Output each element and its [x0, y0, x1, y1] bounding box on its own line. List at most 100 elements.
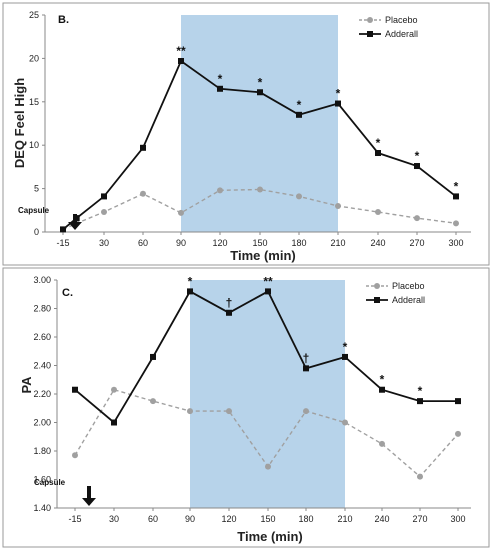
panel-b-capsule-marker: Capsule: [18, 206, 82, 230]
panel-b-x-tick-label: 60: [138, 238, 148, 248]
panel-b-x-tick-label: -15: [56, 238, 69, 248]
panel-c-y-tick-label: 3.00: [33, 275, 51, 285]
panel-c-adderall-point: [455, 398, 461, 405]
panel-b-adderall-point: [335, 100, 341, 107]
chart-panel-c: 1.40 1.60 1.80 2.00 2.20 2.40 2.60 2.80 3.00 -15 3…: [2, 267, 490, 548]
capsule-arrow-shaft: [73, 214, 77, 223]
panel-c-placebo-point: [342, 419, 348, 426]
panel-c-label: C.: [62, 287, 73, 299]
panel-b-x-tick-label: 210: [330, 238, 345, 248]
panel-c-x-axis-title: Time (min): [237, 529, 303, 544]
panel-c-adderall-point: [265, 288, 271, 295]
panel-b-adderall-point: [140, 144, 146, 151]
panel-b-x-axis-title: Time (min): [230, 248, 296, 263]
panel-c-significance-mark: *: [418, 384, 423, 398]
panel-c-border: [2, 267, 490, 548]
panel-b-placebo-point: [101, 209, 107, 216]
panel-c-placebo-point: [303, 408, 309, 415]
panel-b-adderall-point: [257, 89, 263, 96]
panel-c-annotations: *†**†***: [188, 274, 423, 398]
panel-c-adderall-point: [417, 398, 423, 405]
panel-b-x-tick-label: 150: [252, 238, 267, 248]
panel-b-significance-mark: *: [415, 149, 420, 163]
panel-c-adderall-point: [187, 288, 193, 295]
panel-b-adderall-point: [101, 193, 107, 200]
panel-c-legend-placebo-marker: [374, 283, 380, 289]
panel-c-placebo-point: [150, 398, 156, 405]
panel-c-legend-placebo-label: Placebo: [392, 281, 425, 291]
panel-b-significance-mark: *: [297, 98, 302, 112]
panel-c-x-tick-label: 270: [412, 514, 427, 524]
capsule-arrow-down-icon: [68, 222, 82, 230]
panel-b-adderall-point: [375, 150, 381, 157]
panel-b-label: B.: [58, 14, 69, 26]
panel-b-legend: Placebo Adderall: [359, 15, 418, 39]
panel-c-y-tick-label: 2.80: [33, 304, 51, 314]
panel-b-border: [2, 2, 490, 266]
panel-c-x-tick-label: -15: [68, 514, 81, 524]
panel-b-legend-placebo-marker: [367, 17, 373, 23]
capsule-arrow-shaft: [87, 486, 91, 499]
panel-c-y-tick-label: 2.60: [33, 332, 51, 342]
panel-c-y-tick-label: 1.40: [33, 503, 51, 513]
panel-c-placebo-point: [72, 452, 78, 459]
panel-b-y-tick-label: 10: [29, 140, 39, 150]
panel-b-y-tick-label: 0: [34, 227, 39, 237]
panel-c-capsule-marker: Capsule: [34, 478, 96, 506]
panel-c-adderall-point: [111, 419, 117, 426]
panel-c-x-tick-label: 90: [185, 514, 195, 524]
panel-b-placebo-point: [335, 202, 341, 209]
panel-c-adderall-point: [150, 353, 156, 360]
panel-c-adderall-point: [342, 353, 348, 360]
panel-c-placebo-point: [417, 473, 423, 480]
panel-b-x-tick-label: 240: [370, 238, 385, 248]
panel-b-x-tick-label: 300: [448, 238, 463, 248]
panel-c-significance-mark: †: [226, 296, 233, 310]
panel-b-significance-mark: *: [258, 75, 263, 89]
panel-b-adderall-point: [178, 58, 184, 65]
panel-b-adderall-point: [217, 85, 223, 92]
panel-b-legend-adderall-marker: [367, 31, 373, 37]
panel-b-x-tick-label: 90: [176, 238, 186, 248]
panel-b-adderall-point: [453, 193, 459, 200]
panel-b-x-tick-label: 180: [291, 238, 306, 248]
panel-b-placebo-point: [453, 220, 459, 227]
panel-b-significance-mark: *: [376, 136, 381, 150]
panel-c-x-tick-label: 210: [337, 514, 352, 524]
panel-b-annotations: *** ******: [176, 44, 458, 193]
panel-c-placebo-point: [226, 408, 232, 415]
panel-b-placebo-point: [178, 209, 184, 216]
panel-c-y-tick-label: 1.60: [33, 475, 51, 485]
panel-b-x-tick-label: 30: [99, 238, 109, 248]
panel-b-significance-mark: *: [336, 87, 341, 101]
panel-b-x-tick-label: 120: [212, 238, 227, 248]
panel-b-y-tick-label: 15: [29, 97, 39, 107]
panel-c-series: [72, 288, 461, 480]
panel-c-x-tick-label: 60: [148, 514, 158, 524]
panel-c-y-tick-label: 2.00: [33, 418, 51, 428]
panel-c-significance-mark: *: [343, 340, 348, 354]
panel-c-adderall-point: [303, 365, 309, 372]
panel-b-placebo-point: [375, 209, 381, 216]
panel-b-x-tick-label: 270: [409, 238, 424, 248]
panel-c-placebo-point: [265, 463, 271, 470]
panel-c-x-tick-label: 150: [260, 514, 275, 524]
panel-b-y-tick-label: 25: [29, 10, 39, 20]
panel-b-y-tick-label: 5: [34, 184, 39, 194]
panel-b-y-axis-title: DEQ Feel High: [12, 78, 27, 168]
panel-c-placebo-point: [455, 430, 461, 437]
panel-c-capsule-label: Capsule: [34, 478, 66, 487]
panel-b-adderall-line: [62, 59, 457, 231]
chart-panel-b: 0 5 10 15 20 25 -15 30 60 90 120 150 180 210 240 270 300…: [2, 2, 490, 266]
panel-c-placebo-point: [187, 408, 193, 415]
panel-b-shaded-region: [181, 15, 338, 232]
panel-b-y-tick-label: 20: [29, 53, 39, 63]
panel-b-placebo-point: [296, 193, 302, 200]
panel-c-y-tick-label: 1.80: [33, 446, 51, 456]
panel-b-placebo-point: [257, 186, 263, 193]
panel-c-placebo-point: [111, 386, 117, 393]
panel-c-adderall-point: [72, 386, 78, 393]
panel-c-legend-adderall-marker: [374, 297, 380, 303]
capsule-arrow-down-icon: [82, 498, 96, 506]
